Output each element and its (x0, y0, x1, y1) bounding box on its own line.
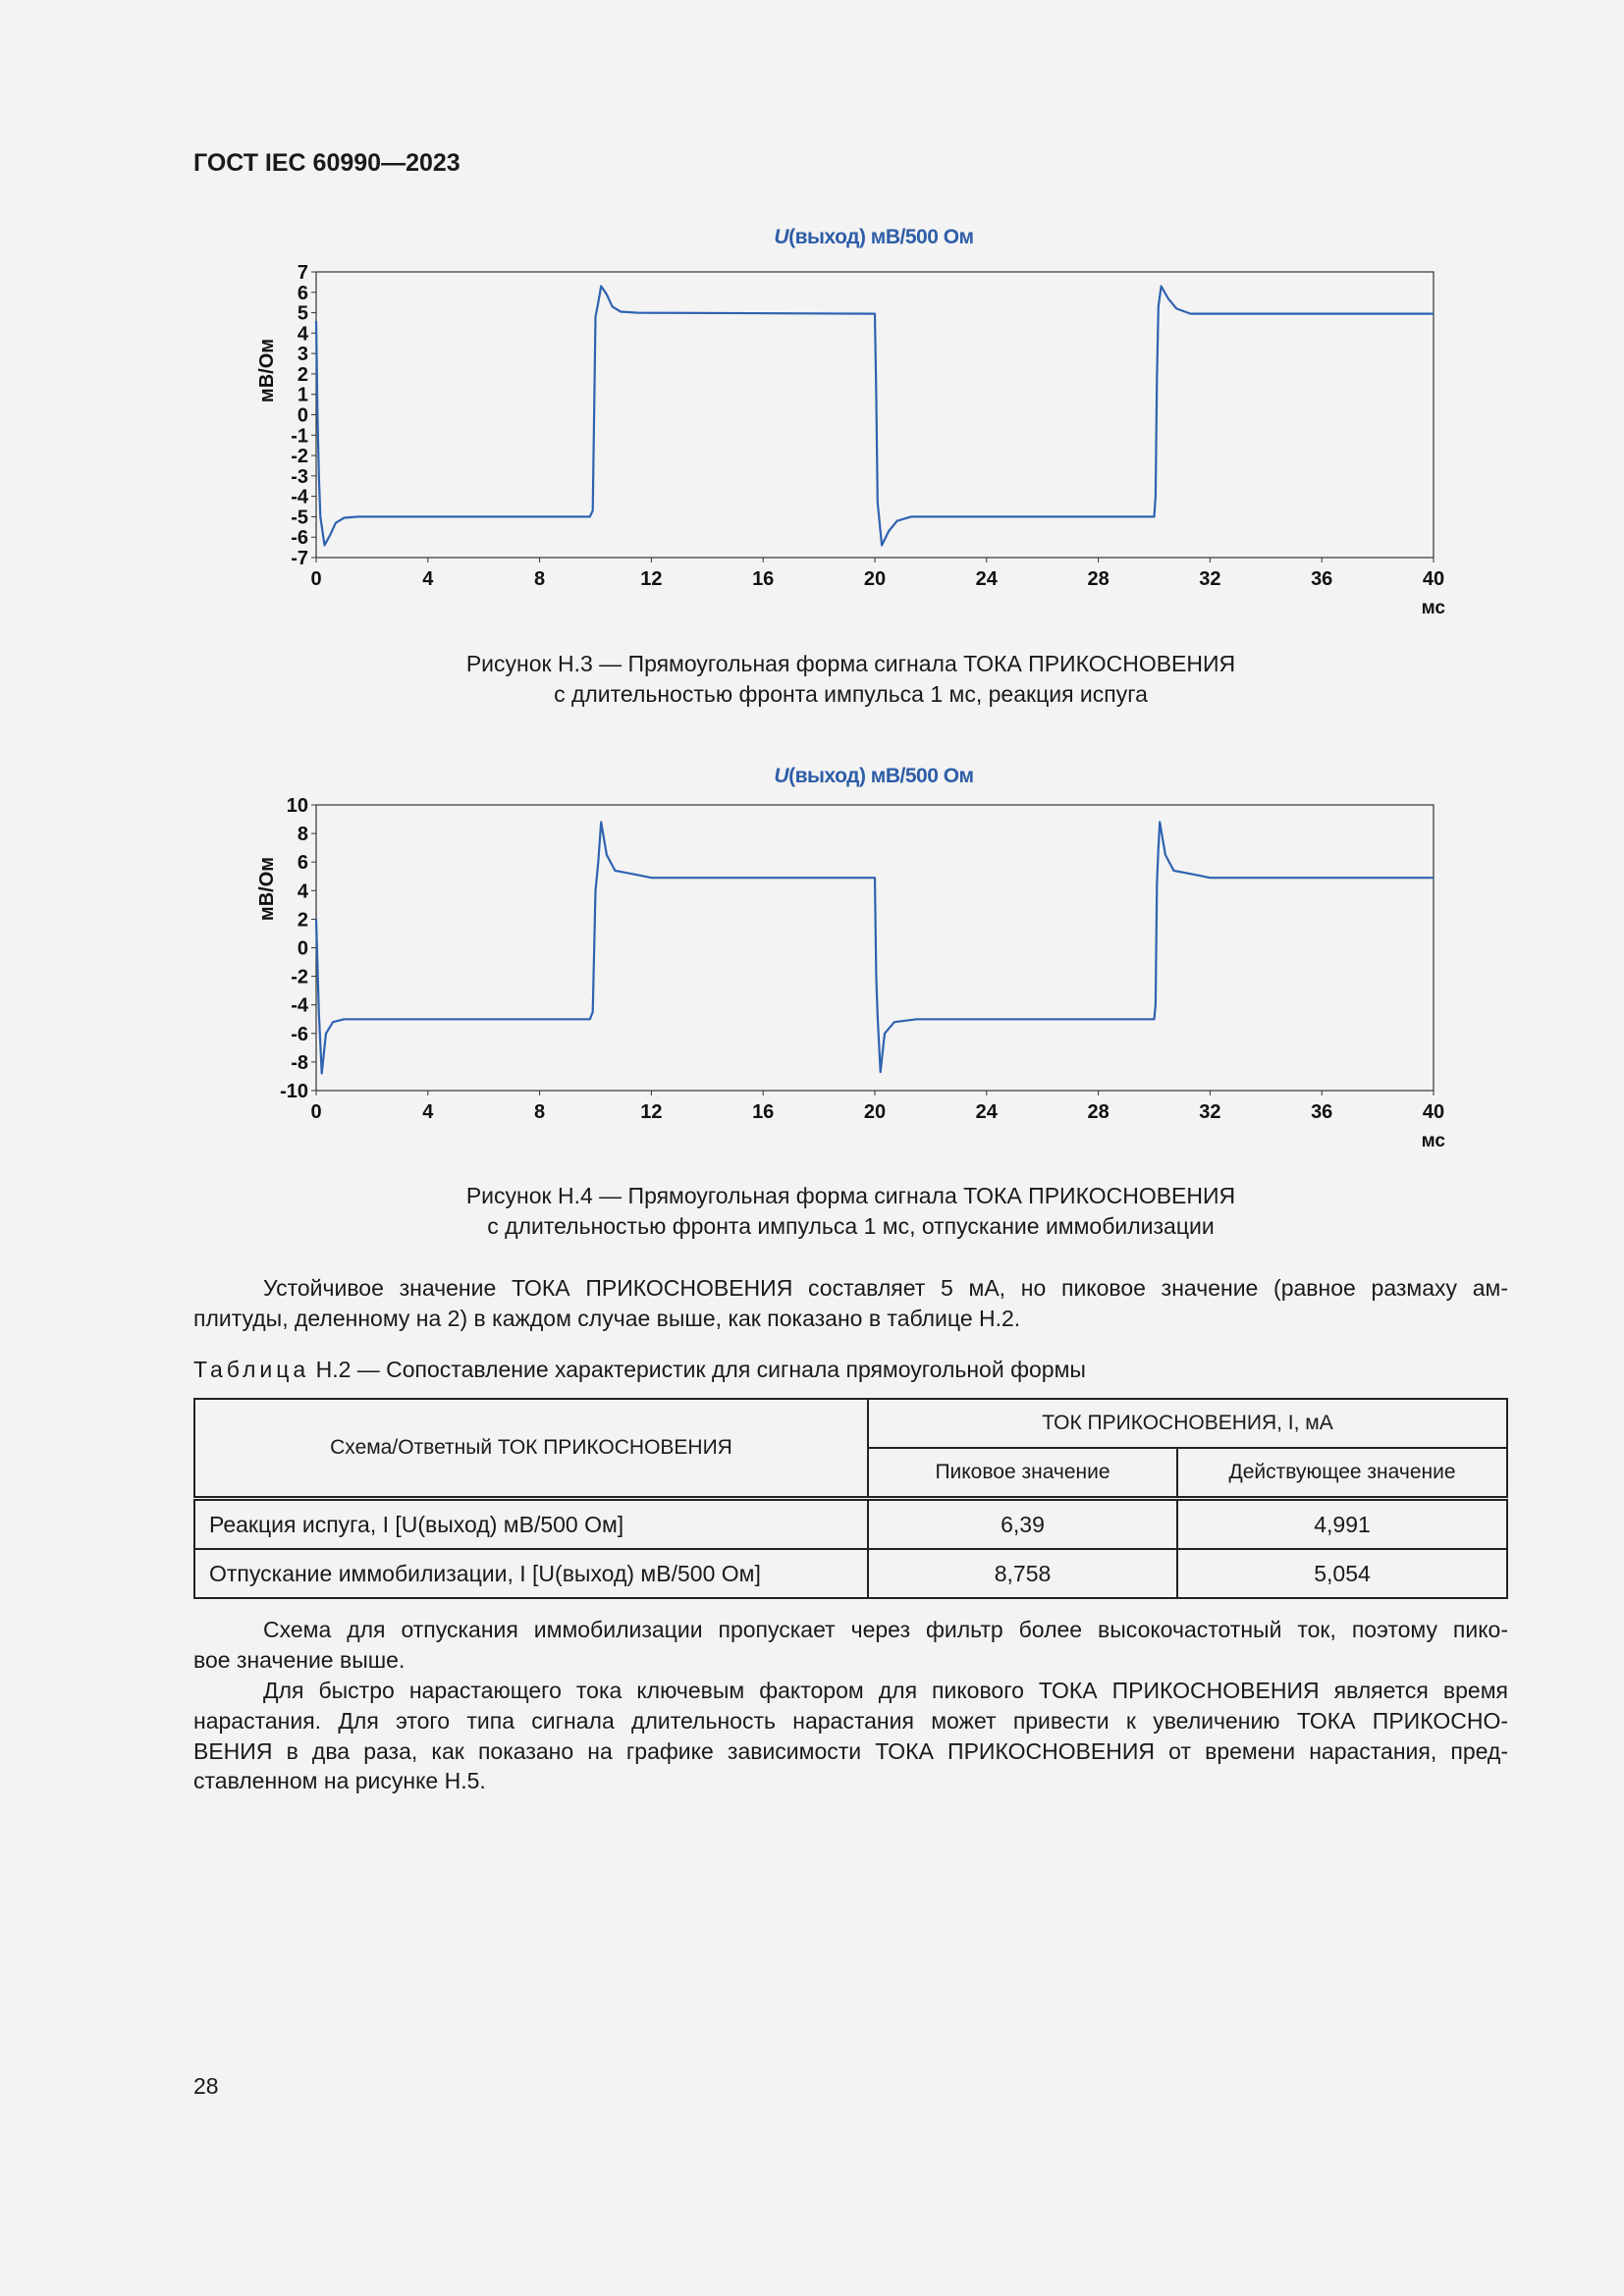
row-peak: 8,758 (867, 1548, 1178, 1599)
y-tick-label: 3 (298, 344, 308, 365)
x-tick-label: 28 (1087, 1101, 1109, 1123)
y-tick-label: -6 (291, 527, 308, 549)
x-tick-label: 40 (1423, 568, 1444, 590)
comparison-table: Схема/Ответный ТОК ПРИКОСНОВЕНИЯ ТОК ПРИ… (193, 1398, 1508, 1599)
text-line: Схема для отпускания иммобилизации пропу… (263, 1617, 1508, 1642)
x-axis-label: мс (1422, 1131, 1446, 1151)
x-tick-label: 4 (422, 1101, 434, 1123)
y-tick-label: 0 (298, 938, 308, 960)
chart-title-text: (выход) мВ/500 Ом (788, 765, 974, 787)
y-axis-label: мВ/Ом (256, 857, 278, 921)
table-caption: Таблица Н.2 — Сопоставление характеристи… (193, 1357, 1086, 1383)
series-line (314, 285, 1434, 547)
x-tick-label: 28 (1087, 568, 1109, 590)
table-row: Отпускание иммобилизации, I [U(выход) мВ… (193, 1548, 1508, 1599)
document-header: ГОСТ IEC 60990—2023 (193, 149, 460, 177)
chart-title-italic: U (774, 765, 789, 787)
text-line: ВЕНИЯ в два раза, как показано на график… (193, 1737, 1508, 1764)
series-line (314, 821, 1434, 1075)
y-tick-label: -2 (291, 967, 308, 988)
y-tick-label: 4 (298, 323, 309, 345)
table-row: Реакция испуга, I [U(выход) мВ/500 Ом] 6… (193, 1496, 1508, 1550)
y-tick-label: 6 (298, 283, 308, 304)
y-tick-label: 4 (298, 881, 309, 902)
caption-line: с длительностью фронта импульса 1 мс, ре… (554, 681, 1148, 707)
chart-title-italic: U (774, 226, 789, 248)
y-tick-label: 5 (298, 303, 308, 325)
x-tick-label: 20 (864, 568, 886, 590)
y-tick-label: -2 (291, 446, 308, 467)
y-tick-label: -10 (280, 1081, 308, 1102)
page-number: 28 (193, 2073, 219, 2099)
x-tick-label: 32 (1199, 568, 1220, 590)
text-line: Для быстро нарастающего тока ключевым фа… (263, 1678, 1508, 1703)
x-tick-label: 40 (1423, 1101, 1444, 1123)
y-tick-label: 0 (298, 405, 308, 427)
x-tick-label: 36 (1311, 568, 1332, 590)
header-rms: Действующее значение (1176, 1447, 1508, 1500)
x-axis-label: мс (1422, 598, 1446, 618)
x-tick-label: 36 (1311, 1101, 1332, 1123)
x-tick-label: 12 (640, 1101, 662, 1123)
header-peak: Пиковое значение (867, 1447, 1178, 1500)
x-tick-label: 16 (752, 568, 774, 590)
y-tick-label: 6 (298, 852, 308, 874)
table-caption-word: Таблица (193, 1357, 310, 1382)
text-line: ставленном на рисунке Н.5. (193, 1768, 486, 1794)
header-touch-current: ТОК ПРИКОСНОВЕНИЯ, I, мА (867, 1398, 1508, 1449)
y-tick-label: -8 (291, 1052, 308, 1074)
y-tick-label: -7 (291, 548, 308, 569)
y-tick-label: 10 (287, 795, 308, 817)
header-scheme: Схема/Ответный ТОК ПРИКОСНОВЕНИЯ (193, 1398, 869, 1500)
figure-h4-caption: Рисунок Н.4 — Прямоугольная форма сигнал… (193, 1181, 1508, 1242)
chart-title-text: (выход) мВ/500 Ом (788, 226, 974, 248)
y-tick-label: 1 (298, 385, 308, 406)
row-peak: 6,39 (867, 1496, 1178, 1550)
caption-line: Рисунок Н.4 — Прямоугольная форма сигнал… (465, 1183, 1236, 1208)
chart-figure-h4: U(выход) мВ/500 Ом 10 8 6 4 2 0 -2 -4 -6 -8 -10 0 4 8… (236, 759, 1512, 1161)
row-label: Отпускание иммобилизации, I [U(выход) мВ… (193, 1548, 869, 1599)
y-tick-label: -4 (291, 995, 309, 1017)
x-tick-label: 0 (310, 1101, 321, 1123)
x-tick-label: 24 (976, 568, 999, 590)
paragraph-3: Для быстро нарастающего тока ключевым фа… (193, 1676, 1508, 1796)
row-rms: 5,054 (1176, 1548, 1508, 1599)
chart-figure-h3: U(выход) мВ/500 Ом 7 6 5 4 3 2 1 0 -1 -2 -3 -4 -5 -6-… (236, 221, 1512, 623)
x-tick-label: 24 (976, 1101, 999, 1123)
x-tick-label: 20 (864, 1101, 886, 1123)
y-tick-label: 2 (298, 364, 308, 386)
y-tick-label: -3 (291, 466, 308, 488)
paragraph-2: Схема для отпускания иммобилизации пропу… (193, 1615, 1508, 1676)
x-tick-label: 4 (422, 568, 434, 590)
figure-h3-caption: Рисунок Н.3 — Прямоугольная форма сигнал… (193, 649, 1508, 710)
y-tick-label: 2 (298, 909, 308, 931)
row-label: Реакция испуга, I [U(выход) мВ/500 Ом] (193, 1496, 869, 1550)
text-line: нарастания. Для этого типа сигнала длите… (193, 1707, 1508, 1734)
y-tick-label: -4 (291, 487, 309, 508)
y-tick-label: -5 (291, 507, 308, 528)
y-tick-label: -1 (291, 425, 308, 447)
y-tick-label: -6 (291, 1024, 308, 1045)
x-tick-label: 12 (640, 568, 662, 590)
table-caption-text: Н.2 — Сопоставление характеристик для си… (309, 1357, 1086, 1382)
x-tick-label: 16 (752, 1101, 774, 1123)
x-tick-label: 32 (1199, 1101, 1220, 1123)
x-tick-label: 8 (534, 568, 545, 590)
paragraph-1: Устойчивое значение ТОКА ПРИКОСНОВЕНИЯ с… (193, 1273, 1508, 1334)
chart-title: U(выход) мВ/500 Ом (236, 226, 1512, 249)
y-tick-label: 7 (298, 262, 308, 284)
chart-title: U(выход) мВ/500 Ом (236, 765, 1512, 788)
y-axis-label: мВ/Ом (256, 339, 278, 402)
text-line: Устойчивое значение ТОКА ПРИКОСНОВЕНИЯ с… (263, 1275, 1508, 1301)
row-rms: 4,991 (1176, 1496, 1508, 1550)
x-tick-label: 0 (310, 568, 321, 590)
y-tick-label: 8 (298, 824, 308, 845)
text-line: вое значение выше. (193, 1646, 406, 1673)
caption-line: с длительностью фронта импульса 1 мс, от… (487, 1213, 1215, 1239)
x-tick-label: 8 (534, 1101, 545, 1123)
text-line: плитуды, деленному на 2) в каждом случае… (193, 1305, 1021, 1331)
caption-line: Рисунок Н.3 — Прямоугольная форма сигнал… (465, 651, 1236, 676)
